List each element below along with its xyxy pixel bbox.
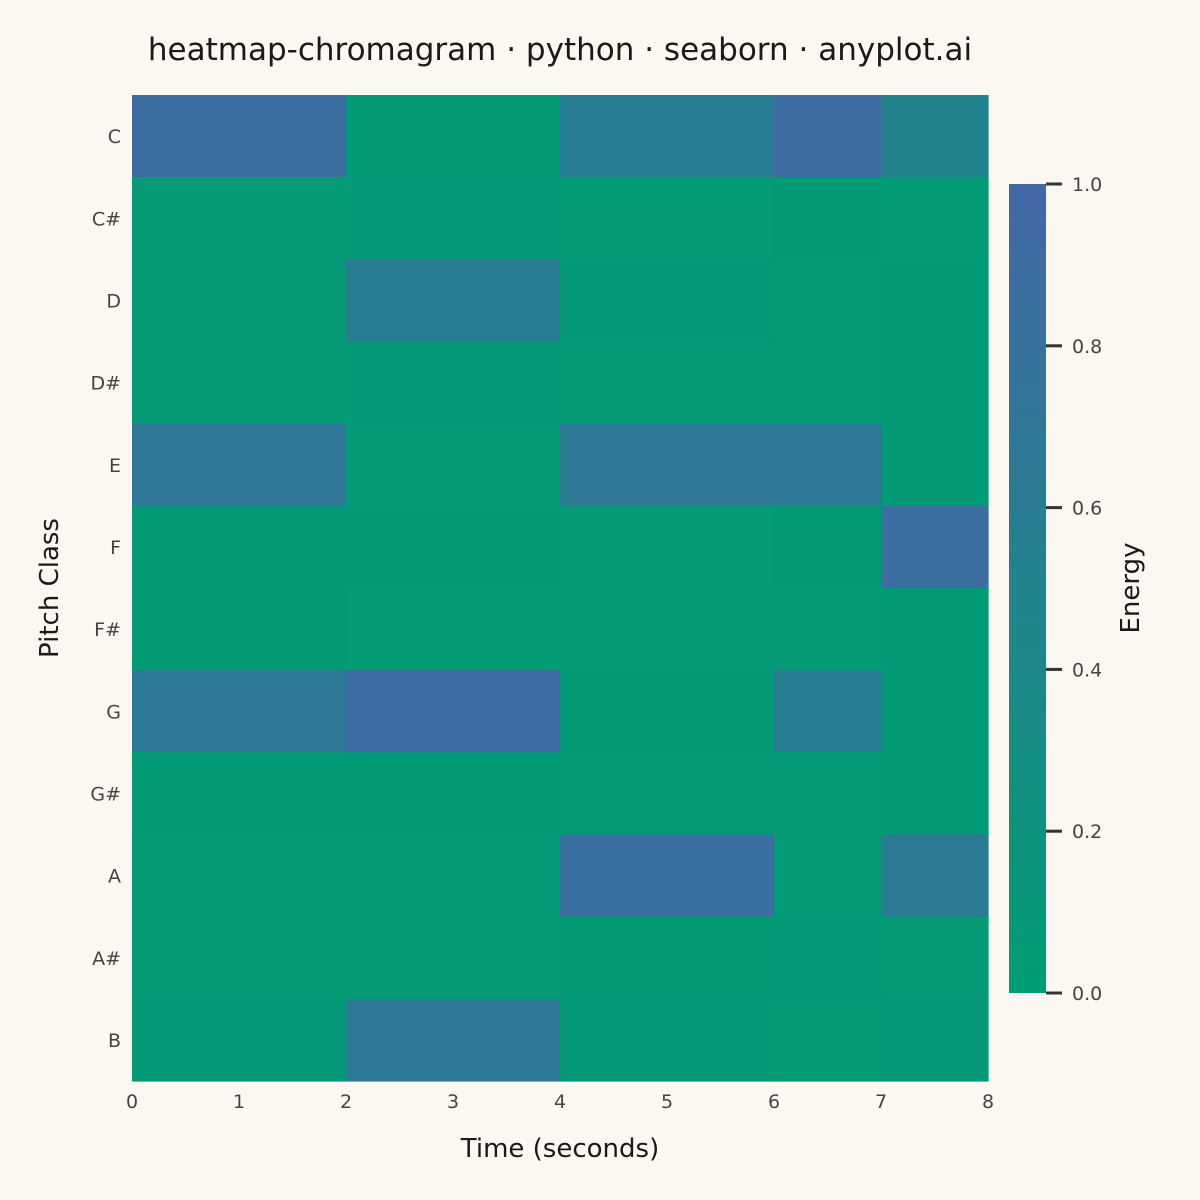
heatmap-cell (346, 670, 561, 753)
heatmap-cell (774, 834, 882, 918)
x-tick-label: 6 (768, 1091, 780, 1113)
y-tick-label: F# (94, 619, 121, 641)
heatmap-cell (346, 998, 561, 1082)
heatmap-cell (346, 95, 561, 178)
y-axis-label: Pitch Class (35, 518, 65, 658)
heatmap-cell (132, 752, 347, 836)
x-tick-label: 0 (126, 1091, 138, 1113)
heatmap-cell (346, 752, 561, 836)
y-tick-label: A (108, 866, 121, 888)
x-axis-label: Time (seconds) (460, 1134, 659, 1164)
x-tick-label: 5 (661, 1091, 673, 1113)
x-tick-label: 3 (447, 1091, 459, 1113)
heatmap-cell (560, 998, 775, 1082)
heatmap-cell (774, 505, 882, 589)
heatmap-cell (881, 423, 989, 507)
heatmap-cell (346, 423, 561, 507)
y-tick-label: B (108, 1030, 121, 1052)
x-tick-label: 7 (875, 1091, 887, 1113)
heatmap-cell (881, 505, 989, 589)
colorbar: 0.0 0.2 0.4 0.6 0.8 1.0 Energy (1009, 174, 1146, 1005)
heatmap-cell (881, 341, 989, 425)
heatmap-cell (346, 259, 561, 343)
heatmap-cell (132, 423, 347, 507)
heatmap-cell (881, 752, 989, 836)
heatmap-cell (560, 423, 775, 507)
y-tick-label: C# (92, 208, 121, 230)
colorbar-tick-label: 0.2 (1072, 821, 1102, 843)
heatmap-cell (774, 588, 882, 671)
heatmap-cell (346, 916, 561, 1000)
y-tick-label: E (109, 455, 121, 477)
colorbar-tick-label: 0.6 (1072, 498, 1102, 520)
heatmap-cell (346, 341, 561, 425)
heatmap-cell (132, 259, 347, 343)
heatmap-cell (774, 423, 882, 507)
heatmap-cell (774, 259, 882, 343)
heatmap-cell (560, 95, 775, 178)
colorbar-gradient (1009, 184, 1046, 993)
heatmap-cell (132, 834, 347, 918)
heatmap-cell (881, 834, 989, 918)
y-tick-label: D# (90, 373, 121, 395)
y-tick-label: C (108, 126, 121, 148)
heatmap-cell (881, 998, 989, 1082)
y-tick-label: A# (92, 948, 121, 970)
colorbar-label: Energy (1116, 542, 1146, 633)
heatmap-cell (881, 670, 989, 753)
heatmap-cell (881, 259, 989, 343)
colorbar-tick-label: 0.4 (1072, 659, 1102, 681)
heatmap-cell (132, 916, 347, 1000)
heatmap-cell (560, 588, 775, 671)
heatmap-cell (560, 834, 775, 918)
x-tick-label: 2 (340, 1091, 352, 1113)
heatmap-cell (774, 177, 882, 260)
heatmap-cell (560, 505, 775, 589)
heatmap-cell (774, 998, 882, 1082)
x-axis-ticks: 0 1 2 3 4 5 6 7 8 (126, 1091, 994, 1113)
heatmap-cell (132, 95, 347, 178)
heatmap-cell (132, 998, 347, 1082)
y-tick-label: G (106, 701, 121, 723)
heatmap-cell (881, 916, 989, 1000)
heatmap-cell (560, 670, 775, 753)
heatmap-cell (560, 341, 775, 425)
heatmap-cell (774, 95, 882, 178)
y-axis-ticks: C C# D D# E F F# G G# A A# B (90, 126, 121, 1052)
heatmap-cell (346, 505, 561, 589)
heatmap-cell (881, 95, 989, 178)
heatmap-cell (132, 341, 347, 425)
x-tick-label: 4 (554, 1091, 566, 1113)
heatmap-cell (560, 177, 775, 260)
y-tick-label: D (106, 290, 121, 312)
x-tick-label: 1 (233, 1091, 245, 1113)
heatmap-cell (132, 670, 347, 753)
heatmap-cell (132, 588, 347, 671)
heatmap-cell (774, 752, 882, 836)
y-tick-label: G# (90, 783, 121, 805)
colorbar-ticks: 0.0 0.2 0.4 0.6 0.8 1.0 (1046, 174, 1102, 1005)
x-tick-label: 8 (982, 1091, 994, 1113)
heatmap-cell (774, 670, 882, 753)
heatmap-cell (560, 752, 775, 836)
colorbar-tick-label: 0.0 (1072, 983, 1102, 1005)
colorbar-tick-label: 0.8 (1072, 336, 1102, 358)
heatmap-cell (774, 341, 882, 425)
heatmap-cells (132, 95, 989, 1082)
heatmap-cell (560, 916, 775, 1000)
y-tick-label: F (110, 537, 121, 559)
heatmap-cell (881, 588, 989, 671)
colorbar-tick-label: 1.0 (1072, 174, 1102, 196)
heatmap-cell (132, 177, 347, 260)
heatmap-cell (346, 588, 561, 671)
heatmap-cell (132, 505, 347, 589)
heatmap-cell (346, 834, 561, 918)
heatmap-cell (346, 177, 561, 260)
heatmap-cell (560, 259, 775, 343)
heatmap-cell (774, 916, 882, 1000)
chart-title: heatmap-chromagram · python · seaborn · … (148, 32, 972, 68)
heatmap-cell (881, 177, 989, 260)
